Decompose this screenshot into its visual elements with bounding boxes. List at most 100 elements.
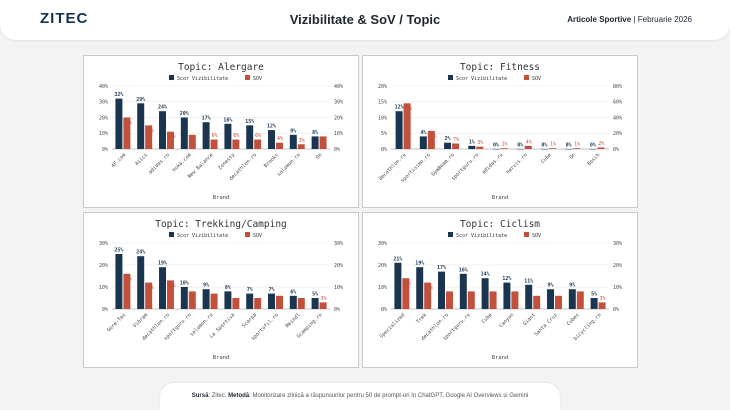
data-label-sov: 23%	[427, 133, 436, 139]
data-label-sov: 12%	[145, 285, 154, 291]
data-label-sov: 5%	[255, 301, 261, 307]
bar-scor	[246, 293, 254, 309]
bar-sov	[123, 273, 131, 309]
legend-label-scor: Scor Vizibilitate	[456, 76, 507, 82]
page-title: Vizibilitate & SoV / Topic	[289, 12, 441, 27]
legend-swatch-sov	[245, 232, 250, 237]
data-label-scor: 0%	[517, 143, 523, 149]
legend-label-sov: SOV	[253, 76, 262, 82]
data-label-sov: 6%	[233, 133, 239, 139]
bar-sov	[232, 298, 240, 309]
data-label-sov: 7%	[453, 137, 459, 143]
bar-sov	[511, 291, 519, 309]
y-tick-label: 10%	[378, 115, 387, 121]
bar-scor	[503, 282, 511, 309]
bar-sov	[403, 103, 411, 149]
bar-scor	[590, 298, 598, 309]
data-label-sov: 4%	[526, 139, 532, 145]
x-tick-label: Vibram	[132, 312, 149, 329]
y-tick-label: 15%	[378, 100, 387, 106]
header-bar: ZITEC Vizibilitate & SoV / Topic Articol…	[0, 0, 730, 40]
bar-scor	[481, 278, 489, 309]
data-label-scor: 0%	[541, 143, 547, 149]
bar-sov	[467, 291, 475, 309]
x-tick-label: hervis.ro	[505, 152, 528, 175]
bar-scor	[224, 123, 232, 149]
bar-scor	[202, 122, 210, 149]
bar-scor	[525, 284, 533, 309]
data-label-scor: 17%	[202, 116, 211, 122]
x-tick-label: Scarpa	[241, 312, 258, 329]
data-label-scor: 11%	[524, 278, 533, 284]
bar-sov	[427, 130, 435, 149]
bar-sov	[167, 280, 174, 309]
footer-source-label: Sursă	[191, 393, 209, 399]
y2-tick-label: 20%	[613, 263, 622, 269]
x-tick-label: Meindl	[285, 312, 302, 329]
data-label-scor: 1%	[469, 139, 475, 145]
data-label-sov: 5%	[299, 301, 305, 307]
subtitle-separator: |	[631, 15, 638, 24]
data-label-scor: 24%	[136, 250, 145, 256]
bar-sov	[232, 139, 240, 149]
data-label-scor: 0%	[566, 143, 572, 149]
y-tick-label: 30%	[99, 241, 108, 247]
chart-fitness: Topic: Fitness Scor Vizibilitate SOV 0% 5% 10…	[378, 62, 622, 201]
data-label-scor: 9%	[203, 283, 209, 289]
bar-scor	[438, 271, 445, 309]
data-label-scor: 6%	[290, 289, 296, 295]
bar-scor	[115, 254, 123, 309]
legend-swatch-sov	[524, 232, 529, 237]
bar-scor	[568, 289, 576, 309]
footer-method-value: Monitorizare zilnică a răspunsurilor pen…	[252, 393, 529, 399]
data-label-scor: 0%	[590, 143, 596, 149]
bar-scor	[268, 293, 275, 309]
x-tick-label: Cube	[540, 152, 553, 165]
data-label-scor: 4%	[420, 130, 426, 136]
y2-tick-label: 10%	[334, 285, 343, 291]
x-axis-label: Brand	[213, 355, 230, 361]
footer-source-note: Sursă: Zitec. Metodă: Monitorizare zilni…	[160, 383, 560, 410]
bar-sov	[500, 148, 508, 149]
bar-scor	[444, 142, 452, 149]
bar-sov	[145, 125, 153, 149]
data-label-scor: 24%	[158, 105, 167, 111]
data-label-scor: 8%	[225, 285, 231, 291]
data-label-sov: 6%	[212, 133, 218, 139]
x-tick-label: Gore-Tex	[106, 312, 127, 333]
bar-scor	[289, 295, 297, 309]
y-tick-label: 0%	[381, 307, 387, 313]
legend-label-scor: Scor Vizibilitate	[177, 76, 228, 82]
data-label-scor: 14%	[481, 272, 490, 278]
data-label-scor: 7%	[268, 287, 274, 293]
zitec-logo: ZITEC	[40, 10, 89, 27]
bar-scor	[115, 98, 123, 149]
data-label-scor: 19%	[415, 261, 424, 267]
x-axis-label: Brand	[213, 195, 230, 201]
y-tick-label: 40%	[99, 84, 108, 90]
data-label-scor: 5%	[312, 292, 318, 298]
chart-title-trekking-camping: Topic: Trekking/Camping	[155, 219, 287, 230]
data-label-sov: 20%	[123, 120, 132, 126]
data-label-sov: 6%	[277, 298, 283, 304]
bar-sov	[276, 295, 283, 309]
data-label-sov: 6%	[556, 298, 562, 304]
x-tick-label: salomon.ro	[276, 152, 302, 178]
footer-method-label: Metodă	[228, 393, 250, 399]
x-tick-label: Cube	[481, 312, 494, 325]
x-tick-label: Zonesty	[217, 152, 236, 171]
legend-swatch-scor	[448, 232, 453, 237]
bar-sov	[597, 147, 605, 149]
data-label-scor: 12%	[267, 124, 276, 130]
data-label-sov: 14%	[402, 281, 411, 287]
bar-scor	[180, 117, 188, 149]
data-label-scor: 9%	[569, 283, 575, 289]
data-label-sov: 8%	[190, 294, 196, 300]
x-tick-label: GymBeam.ro	[430, 152, 456, 178]
data-label-scor: 12%	[395, 105, 404, 111]
bar-sov	[598, 302, 606, 309]
data-label-sov: 9%	[190, 137, 196, 143]
chart-title-fitness: Topic: Fitness	[460, 62, 540, 73]
report-subtitle: Articole Sportive | Februarie 2026	[567, 15, 692, 24]
data-label-sov: 3%	[600, 296, 606, 302]
